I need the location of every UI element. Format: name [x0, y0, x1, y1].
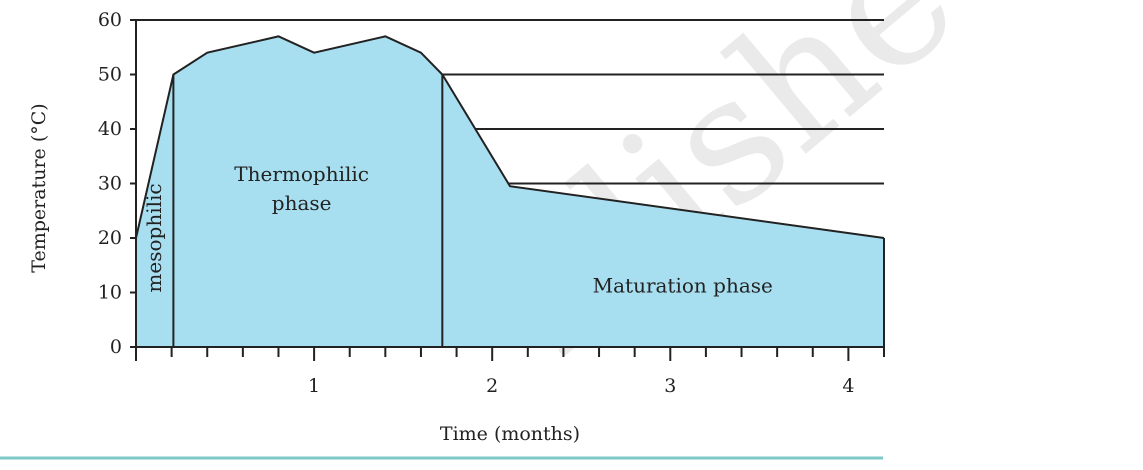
y-tick-label-20: 20	[98, 227, 122, 249]
x-tick-label-4: 4	[842, 375, 854, 397]
y-tick-label-50: 50	[98, 64, 122, 86]
y-tick-label-40: 40	[98, 118, 122, 140]
phase-label-thermophilic: Thermophilic phase	[234, 162, 369, 215]
y-tick-label-0: 0	[110, 336, 122, 358]
phase-label-mesophilic: mesophilic	[142, 183, 166, 292]
temperature-curve	[135, 35, 885, 239]
gridlines-layer	[136, 19, 884, 185]
phase-labels-layer: mesophilic Thermophilic phase Maturation ph…	[142, 162, 773, 298]
axes-layer	[130, 19, 885, 361]
temperature-area	[136, 36, 884, 347]
phase-dividers-layer	[172, 74, 444, 347]
x-tick-label-1: 1	[308, 375, 320, 397]
y-tick-label-30: 30	[98, 173, 122, 195]
phase-label-maturation: Maturation phase	[593, 274, 773, 298]
y-tick-label-60: 60	[98, 9, 122, 31]
area-layer	[135, 35, 885, 347]
y-axis-title: Temperature (°C)	[28, 103, 50, 272]
y-tick-label-10: 10	[98, 282, 122, 304]
x-tick-label-3: 3	[664, 375, 676, 397]
x-axis-title: Time (months)	[440, 423, 580, 445]
tick-labels-layer: 0 10 20 30 40 50 60 1 2 3 4	[98, 9, 855, 397]
x-tick-label-2: 2	[486, 375, 498, 397]
